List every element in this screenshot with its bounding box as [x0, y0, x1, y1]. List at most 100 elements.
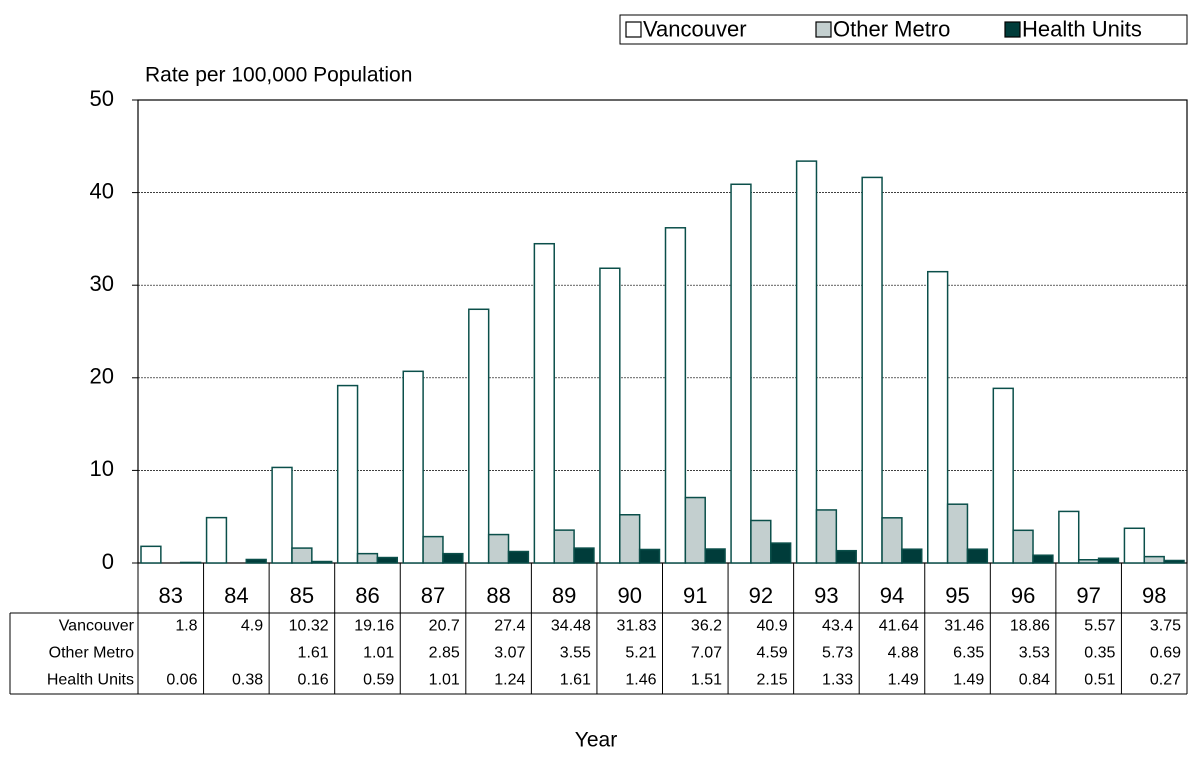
table-value: 1.49	[888, 672, 919, 689]
bar	[1097, 557, 1120, 564]
x-tick-label: 98	[1142, 583, 1166, 608]
x-tick-label: 97	[1076, 583, 1100, 608]
bar	[422, 535, 444, 564]
x-tick-label: 89	[552, 583, 576, 608]
bar	[1163, 559, 1185, 564]
y-tick-label: 50	[90, 86, 114, 111]
table-value: 1.01	[429, 672, 460, 689]
y-tick-label: 10	[90, 456, 114, 481]
table-value: 0.69	[1150, 645, 1181, 662]
bar	[835, 549, 857, 564]
y-axis-label: Rate per 100,000 Population	[145, 64, 412, 87]
bar	[291, 547, 313, 564]
bar	[1123, 527, 1146, 564]
bar	[468, 308, 490, 564]
x-tick-label: 84	[224, 583, 248, 608]
table-value: 6.35	[953, 645, 984, 662]
bar	[815, 509, 838, 564]
bar	[770, 542, 792, 564]
bar	[573, 547, 595, 564]
legend-swatch	[815, 21, 832, 38]
bar	[992, 387, 1014, 564]
table-value: 4.59	[756, 645, 787, 662]
table-value: 1.61	[298, 645, 329, 662]
table-value: 0.16	[298, 672, 329, 689]
bar	[179, 561, 202, 564]
table-value: 1.46	[625, 672, 656, 689]
x-tick-label: 94	[880, 583, 904, 608]
x-axis-label: Year	[575, 729, 617, 752]
y-tick-label: 40	[90, 178, 114, 203]
table-value: 1.8	[175, 618, 197, 635]
y-tick-label: 0	[102, 549, 114, 574]
table-value: 1.61	[560, 672, 591, 689]
y-tick-label: 30	[90, 271, 114, 296]
bar	[1012, 529, 1034, 564]
table-value: 41.64	[879, 618, 919, 635]
bar	[1143, 555, 1165, 564]
table-value: 27.4	[494, 618, 525, 635]
plot-area	[137, 99, 1188, 564]
bar	[684, 496, 706, 564]
bar	[507, 550, 530, 564]
table-value: 18.86	[1010, 618, 1050, 635]
bar	[946, 503, 969, 564]
legend-swatch	[1004, 21, 1021, 38]
x-tick-label: 90	[617, 583, 641, 608]
bar	[205, 516, 228, 564]
bar	[553, 529, 575, 564]
table-value: 10.32	[289, 618, 329, 635]
table-value: 20.7	[429, 618, 460, 635]
table-value: 0.38	[232, 672, 263, 689]
legend-swatch	[625, 21, 642, 38]
table-value: 4.9	[241, 618, 263, 635]
x-tick-label: 96	[1011, 583, 1035, 608]
table-value: 1.51	[691, 672, 722, 689]
bar	[966, 548, 989, 564]
table-value: 1.24	[494, 672, 525, 689]
table-value: 2.85	[429, 645, 460, 662]
table-row-label: Other Metro	[49, 645, 134, 662]
legend-label: Other Metro	[833, 16, 950, 41]
table-value: 5.57	[1084, 618, 1115, 635]
bar	[487, 533, 510, 564]
bar	[861, 176, 883, 564]
table-value: 7.07	[691, 645, 722, 662]
bar	[730, 183, 752, 564]
table-value: 4.88	[888, 645, 919, 662]
table-row-label: Vancouver	[59, 618, 135, 635]
bar	[356, 552, 379, 564]
table-value: 19.16	[354, 618, 394, 635]
table-value: 1.33	[822, 672, 853, 689]
table-value: 3.07	[494, 645, 525, 662]
bar	[619, 514, 641, 564]
bar	[750, 519, 772, 564]
bar	[1077, 559, 1100, 564]
bar	[599, 267, 621, 564]
table-value: 3.75	[1150, 618, 1181, 635]
bar	[533, 242, 555, 564]
x-tick-label: 83	[159, 583, 183, 608]
table-value: 0.59	[363, 672, 394, 689]
bar	[881, 517, 903, 564]
bar	[442, 552, 464, 564]
bar	[140, 545, 162, 564]
legend-box	[619, 14, 1188, 45]
bar	[664, 227, 687, 564]
legend-label: Vancouver	[643, 16, 747, 41]
bar	[402, 370, 424, 564]
bar	[901, 548, 923, 564]
x-tick-label: 88	[486, 583, 510, 608]
table-value: 5.73	[822, 645, 853, 662]
table-value: 3.53	[1019, 645, 1050, 662]
bar	[336, 384, 359, 564]
x-tick-label: 92	[749, 583, 773, 608]
x-tick-label: 85	[290, 583, 314, 608]
table-value: 43.4	[822, 618, 853, 635]
table-value: 0.35	[1084, 645, 1115, 662]
table-value: 31.83	[616, 618, 656, 635]
table-value: 1.49	[953, 672, 984, 689]
bar	[1032, 554, 1054, 564]
table-value: 0.84	[1019, 672, 1050, 689]
